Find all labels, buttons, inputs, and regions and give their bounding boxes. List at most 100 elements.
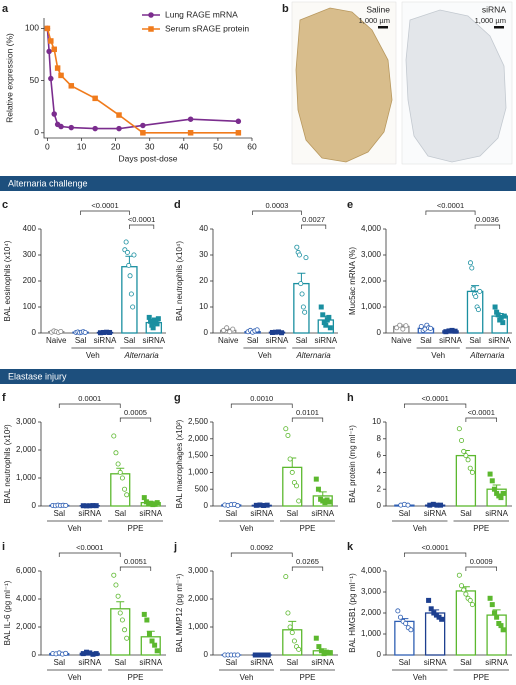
sig-bracket	[291, 417, 324, 422]
marker	[130, 304, 136, 310]
marker	[403, 621, 409, 627]
group-label: Veh	[413, 673, 427, 682]
marker	[291, 638, 297, 644]
x-tick-label: siRNA	[439, 336, 462, 345]
y-tick-label: 0	[204, 328, 209, 337]
y-tick-label: 0	[32, 650, 37, 659]
marker	[283, 426, 289, 432]
y-tick-label: 400	[23, 224, 37, 233]
marker	[500, 490, 506, 496]
x-tick-label: Naive	[218, 336, 239, 345]
y-tick-label: 1,000	[361, 629, 382, 638]
marker	[116, 112, 122, 118]
y-axis-label: BAL protein (mg ml⁻¹)	[348, 425, 357, 503]
group-label: Veh	[68, 673, 82, 682]
marker	[326, 499, 332, 505]
p-value: <0.0001	[437, 201, 464, 210]
marker	[279, 330, 285, 336]
panel-letter: j	[173, 541, 177, 553]
sig-bracket	[404, 552, 467, 557]
marker	[46, 48, 52, 55]
error-bar	[318, 491, 327, 496]
marker	[313, 476, 319, 482]
marker	[122, 627, 128, 633]
marker	[230, 326, 236, 332]
x-tick-label: 20	[111, 141, 121, 151]
marker	[470, 286, 476, 292]
p-value: <0.0001	[468, 408, 495, 417]
x-tick-label: siRNA	[250, 509, 273, 518]
marker	[51, 111, 57, 117]
marker	[428, 606, 434, 612]
marker	[187, 116, 194, 122]
y-axis-label: BAL neutrophils (x10⁴)	[175, 241, 184, 321]
marker	[394, 325, 400, 331]
sig-bracket	[58, 552, 121, 557]
marker	[68, 83, 75, 89]
y-tick-label: 0	[32, 328, 37, 337]
x-tick-label: 10	[77, 141, 87, 151]
y-tick-label: 50	[30, 75, 40, 85]
marker	[461, 587, 467, 593]
marker	[302, 309, 308, 315]
marker	[326, 314, 332, 320]
x-tick-label: Sal	[460, 658, 472, 667]
marker	[235, 652, 241, 658]
p-value: 0.0003	[266, 201, 289, 210]
marker	[326, 650, 332, 656]
axis	[212, 229, 338, 334]
marker	[150, 325, 156, 331]
sig-bracket	[58, 403, 121, 408]
marker	[152, 642, 158, 648]
p-value: <0.0001	[91, 201, 118, 210]
marker	[124, 249, 130, 255]
group-label: Veh	[68, 524, 82, 533]
marker	[265, 652, 271, 658]
marker	[426, 597, 432, 603]
marker	[498, 623, 504, 629]
sig-bracket	[425, 210, 476, 215]
panel-letter: c	[2, 199, 8, 211]
marker	[235, 503, 241, 509]
legend-marker	[148, 12, 154, 18]
y-tick-label: 2,500	[188, 417, 209, 426]
x-tick-label: 50	[213, 141, 223, 151]
x-tick-label: Sal	[399, 509, 411, 518]
marker	[452, 328, 458, 334]
y-tick-label: 0	[377, 650, 382, 659]
x-tick-label: siRNA	[311, 509, 334, 518]
section-title: Alternaria challenge	[8, 178, 88, 188]
group-label: Alternaria	[123, 351, 159, 360]
x-tick-label: siRNA	[139, 509, 162, 518]
x-tick-label: Sal	[53, 658, 65, 667]
marker	[126, 262, 132, 268]
marker	[117, 610, 123, 616]
y-tick-label: 0	[34, 127, 39, 137]
marker	[44, 25, 51, 32]
marker	[500, 627, 506, 633]
y-tick-label: 500	[195, 484, 209, 493]
marker	[283, 574, 289, 580]
marker	[456, 572, 462, 578]
y-tick-label: 3,000	[188, 566, 209, 575]
x-tick-label: siRNA	[250, 658, 273, 667]
y-tick-label: 20	[199, 276, 208, 285]
group-label: PPE	[299, 673, 315, 682]
marker	[487, 595, 493, 601]
y-tick-label: 40	[199, 224, 208, 233]
x-tick-label: Sal	[75, 336, 87, 345]
y-tick-label: 0	[204, 501, 209, 510]
y-tick-label: 2,000	[361, 276, 382, 285]
marker	[149, 638, 155, 644]
x-tick-label: siRNA	[78, 658, 101, 667]
marker	[93, 503, 99, 509]
marker	[469, 602, 475, 608]
marker	[154, 648, 160, 654]
marker	[491, 486, 497, 492]
scale-bar	[378, 26, 388, 29]
p-value: 0.0001	[78, 394, 101, 403]
x-tick-label: Sal	[114, 509, 126, 518]
marker	[285, 432, 291, 438]
x-tick-label: Naive	[391, 336, 412, 345]
y-tick-label: 3,000	[361, 250, 382, 259]
